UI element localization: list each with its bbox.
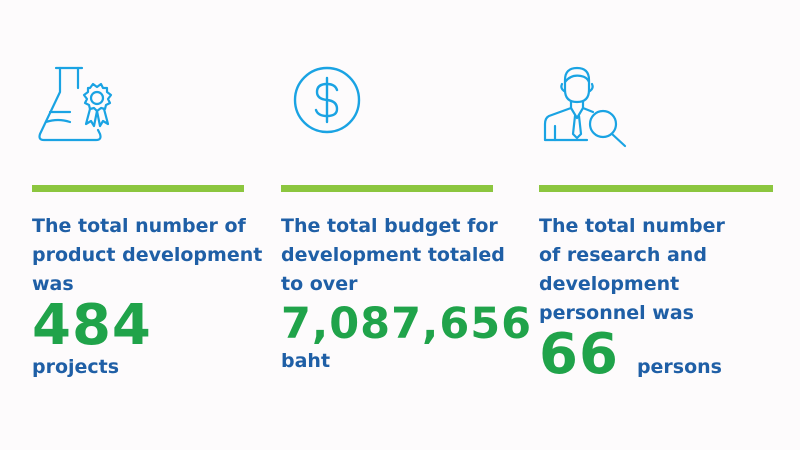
stat-value-row: 66 persons	[539, 322, 779, 387]
stat-line: development	[539, 273, 680, 295]
stat-text: The total budget for development totaled…	[281, 212, 533, 376]
stat-line: The total budget for	[281, 215, 498, 237]
stat-card-products: The total number of product development …	[32, 0, 262, 450]
dollar-coin-icon	[285, 64, 385, 164]
stat-line: personnel was	[539, 302, 694, 324]
divider-bar	[32, 185, 244, 192]
stat-text: The total number of product development …	[32, 212, 272, 382]
flask-award-icon	[34, 60, 134, 160]
stat-card-personnel: The total number of research and develop…	[539, 0, 773, 450]
stat-line: product development	[32, 244, 263, 266]
divider-bar	[281, 185, 493, 192]
stat-value: 484	[32, 293, 152, 358]
stat-line: development totaled	[281, 244, 505, 266]
divider-bar	[539, 185, 773, 192]
stat-line: of research and	[539, 244, 707, 266]
stat-value: 7,087,656	[281, 299, 533, 349]
stat-line: to over	[281, 273, 358, 295]
stat-text: The total number of research and develop…	[539, 212, 779, 387]
stat-card-budget: The total budget for development totaled…	[281, 0, 531, 450]
stat-unit: projects	[32, 356, 120, 378]
researcher-magnifier-icon	[541, 60, 641, 160]
stat-unit: persons	[636, 356, 722, 378]
stat-line: was	[32, 273, 74, 295]
stat-line: The total number of	[32, 215, 246, 237]
stat-unit: baht	[281, 350, 331, 372]
stat-value: 66	[539, 322, 619, 387]
stat-line: The total number	[539, 215, 725, 237]
